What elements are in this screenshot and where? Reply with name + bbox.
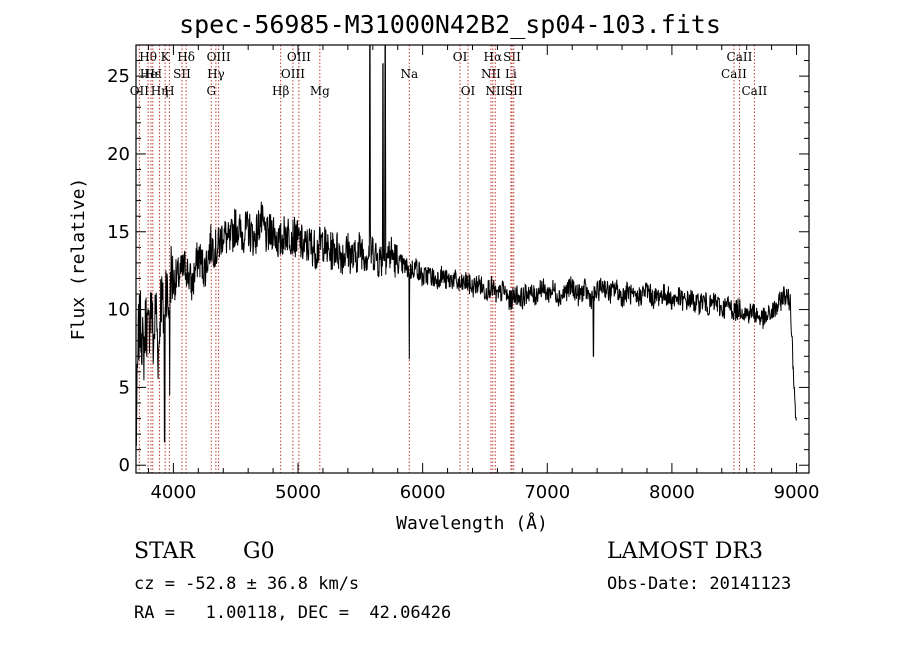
spectrum-line [135,44,797,446]
y-axis-label: Flux (relative) [68,178,89,341]
marker-label-15: Mg [310,84,330,98]
x-tick-label-8000: 8000 [649,482,695,503]
marker-label-9: G [206,84,216,98]
marker-label-5: K [161,50,171,64]
marker-label-1: OII [130,84,150,98]
y-tick-label-0: 0 [119,455,130,476]
marker-label-19: NII [481,67,501,81]
marker-label-16: Na [400,67,418,81]
marker-label-13: OIII [281,67,305,81]
y-tick-label-25: 25 [107,66,130,87]
marker-label-22: Li [505,67,517,81]
marker-label-10: Hγ [207,67,225,81]
y-tick-label-10: 10 [107,300,130,321]
plot-frame [135,44,810,474]
class-label: STAR [134,539,195,564]
marker-label-24: SII [505,84,523,98]
marker-label-26: CaII [727,50,753,64]
marker-label-17: OI [453,50,468,64]
x-tick-label-9000: 9000 [774,482,820,503]
y-tick-label-20: 20 [107,144,130,165]
x-tick-label-7000: 7000 [524,482,570,503]
marker-label-4: Hη [151,84,169,98]
marker-label-8: Hδ [177,50,195,64]
marker-label-3: Hε [144,67,161,81]
marker-label-27: CaII [741,84,767,98]
obs-date-label: Obs-Date: 20141123 [607,574,792,594]
radec-label: RA = 1.00118, DEC = 42.06426 [134,603,452,623]
marker-label-18: OI [461,84,476,98]
survey-label: LAMOST DR3 [607,539,763,564]
x-axis-label: Wavelength (Å) [396,512,548,534]
x-tick-label-4000: 4000 [150,482,196,503]
marker-label-23: SII [503,50,521,64]
subclass-label: G0 [243,539,275,564]
x-tick-label-6000: 6000 [400,482,446,503]
chart-title: spec-56985-M31000N42B2_sp04-103.fits [179,10,721,39]
marker-label-25: CaII [721,67,747,81]
marker-label-7: SII [173,67,191,81]
cz-label: cz = -52.8 ± 36.8 km/s [134,574,360,594]
x-tick-label-5000: 5000 [275,482,321,503]
y-tick-label-15: 15 [107,222,130,243]
marker-label-2: HeI [140,67,163,81]
marker-label-20: Hα [484,50,503,64]
marker-label-21: NII [485,84,505,98]
marker-label-6: H [164,84,174,98]
spectrum-series [135,44,797,446]
y-tick-label-5: 5 [119,377,130,398]
marker-label-12: Hβ [272,84,289,98]
marker-label-0: Hθ [139,50,157,64]
marker-label-11: OIII [207,50,231,64]
marker-label-14: OIII [287,50,311,64]
axis-ticks: 4000 5000 6000 7000 8000 9000 0 5 10 15 20 25 [107,45,819,503]
